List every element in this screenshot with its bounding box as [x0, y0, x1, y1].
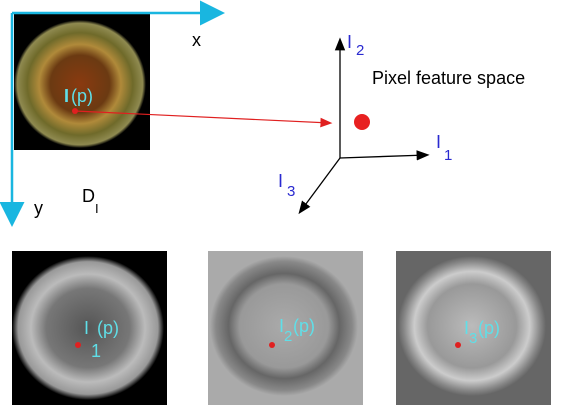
cell-image [14, 20, 146, 148]
axis-label: I [347, 32, 352, 52]
y-label: y [34, 198, 43, 218]
axis-label: I [436, 132, 441, 152]
axis-label: I [278, 171, 283, 191]
channel-arg: (p) [478, 318, 500, 338]
channel-image [398, 256, 546, 396]
channel-subscript: 2 [284, 328, 292, 345]
pixel-point [75, 342, 81, 348]
axis-subscript: 3 [287, 183, 295, 200]
channel-label: I [84, 318, 89, 338]
channel-arg: (p) [97, 318, 119, 338]
axis-subscript: 2 [356, 42, 364, 59]
pixel-point [455, 342, 461, 348]
pixel-point [269, 342, 275, 348]
axis-1 [340, 155, 427, 158]
feature-point [354, 114, 370, 130]
diagram: x y D I I (p) I 2 Pixel feature space I … [0, 0, 579, 405]
feature-space-title: Pixel feature space [372, 68, 525, 88]
point-arg: (p) [71, 86, 93, 106]
domain-subscript: I [95, 201, 99, 216]
channel-arg: (p) [293, 316, 315, 336]
domain-label: D [82, 186, 95, 206]
x-label: x [192, 30, 201, 50]
point-label: I [64, 86, 69, 106]
axis-subscript: 1 [444, 147, 452, 164]
axis-3 [300, 158, 340, 212]
channel-subscript: 3 [469, 330, 477, 347]
channel-subscript: 1 [91, 341, 101, 361]
